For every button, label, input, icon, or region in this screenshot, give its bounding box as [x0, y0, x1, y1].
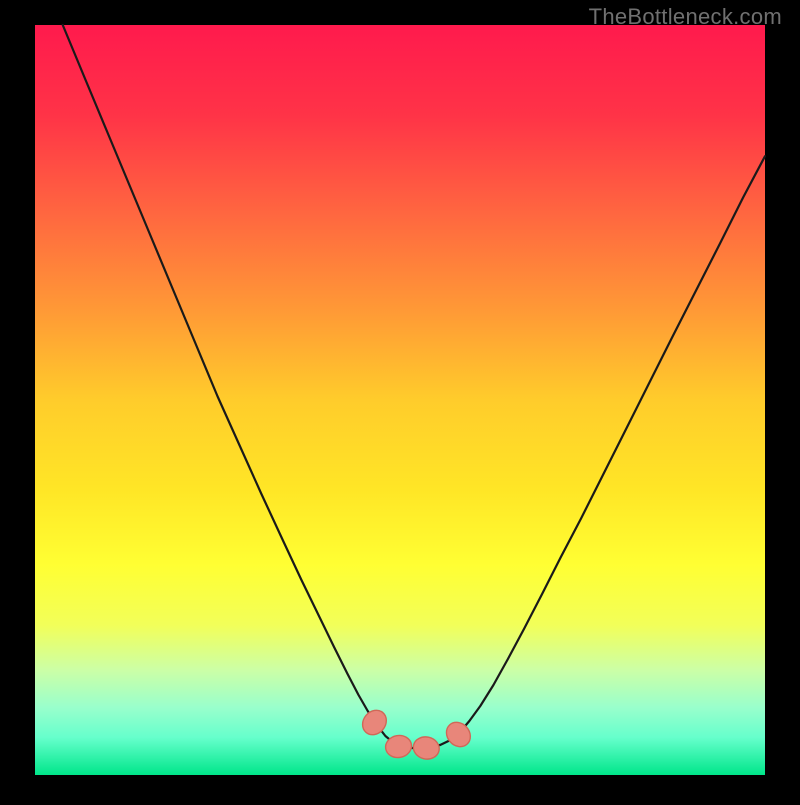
plot-background [35, 25, 765, 775]
bottleneck-chart [0, 0, 800, 805]
chart-svg [0, 0, 800, 800]
watermark-label: TheBottleneck.com [589, 4, 782, 30]
